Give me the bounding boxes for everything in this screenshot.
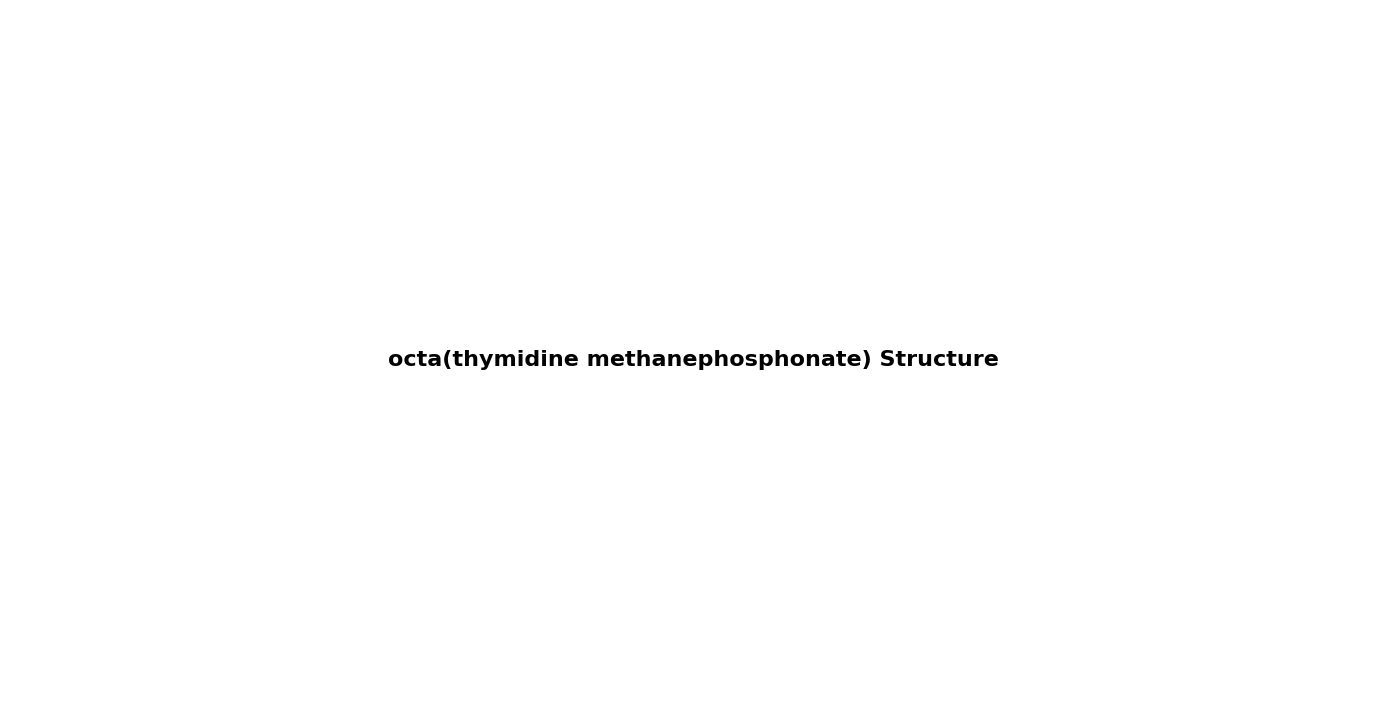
Text: octa(thymidine methanephosphonate) Structure: octa(thymidine methanephosphonate) Struc… — [388, 350, 999, 371]
